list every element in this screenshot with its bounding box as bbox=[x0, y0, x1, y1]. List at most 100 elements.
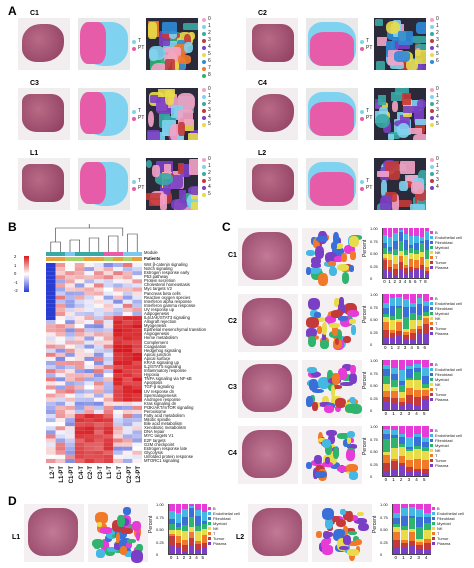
x-tick: 4 bbox=[410, 345, 413, 350]
heatmap-cell bbox=[84, 369, 94, 374]
cell-type-legend-item: Endothelial cell bbox=[430, 301, 462, 306]
heatmap-cell bbox=[113, 352, 123, 357]
heatmap-cell bbox=[74, 385, 85, 390]
cell-type-legend: B Endothelial cell Fibroblast Myeloid NK T Tum… bbox=[430, 362, 462, 402]
cell-type-label: B bbox=[213, 506, 216, 511]
tissue-shape bbox=[252, 164, 294, 202]
bar-segment bbox=[383, 336, 389, 344]
cluster-patch bbox=[147, 110, 154, 127]
heatmap-cell bbox=[65, 397, 75, 402]
heatmap-cell bbox=[84, 336, 94, 341]
cell-type-patch bbox=[306, 328, 318, 338]
heatmap-cell bbox=[46, 267, 56, 272]
bar-segment bbox=[393, 527, 400, 533]
bar-segment bbox=[414, 445, 422, 449]
cluster-map bbox=[374, 88, 426, 140]
heatmap-cell bbox=[46, 352, 56, 357]
heatmap-cell bbox=[122, 352, 133, 357]
bar-segment bbox=[393, 228, 398, 233]
cell-type-patch bbox=[325, 452, 338, 465]
cluster-patch bbox=[402, 93, 412, 106]
cell-type-patch bbox=[306, 396, 312, 408]
cell-type-patch bbox=[306, 317, 319, 329]
bar-segment bbox=[390, 447, 398, 459]
heatmap-row-label: Coagulation bbox=[144, 343, 167, 349]
cell-type-spatial-map bbox=[302, 426, 362, 484]
cell-type-legend-item: B bbox=[430, 296, 462, 301]
cluster-patch bbox=[177, 121, 186, 136]
cluster-patch bbox=[157, 89, 175, 97]
legend-swatch bbox=[430, 251, 433, 254]
heatmap-cell bbox=[132, 263, 142, 268]
heatmap-cell bbox=[84, 414, 94, 419]
heatmap-cell bbox=[84, 328, 94, 333]
cell-type-legend-item: B bbox=[430, 428, 462, 433]
bar-segment bbox=[188, 508, 194, 517]
heatmap-cell bbox=[113, 324, 123, 329]
heatmap-cell bbox=[132, 377, 142, 382]
heatmap-row-label: Androgen response bbox=[144, 396, 181, 402]
sample-label: L2 bbox=[258, 150, 267, 157]
bar-segment bbox=[390, 386, 398, 392]
cluster-patch bbox=[414, 43, 426, 53]
y-axis-title: Percent bbox=[148, 515, 154, 533]
cluster-legend-label: 3 bbox=[436, 177, 439, 183]
tissue-shape bbox=[242, 298, 292, 346]
heatmap-cell bbox=[113, 409, 123, 415]
heatmap-row-label: Glycolysis bbox=[144, 449, 163, 455]
bar-segment bbox=[201, 524, 207, 529]
heatmap-cell bbox=[84, 458, 94, 463]
cluster-legend-item: 3 bbox=[430, 177, 439, 184]
cluster-patch bbox=[387, 133, 394, 140]
bar-segment bbox=[201, 528, 207, 536]
bar-segment bbox=[424, 529, 431, 539]
heatmap-cell bbox=[55, 307, 66, 312]
heatmap-cell bbox=[65, 369, 75, 374]
heatmap-cell bbox=[46, 295, 56, 300]
heatmap-cell bbox=[74, 299, 85, 304]
bar-segment bbox=[423, 294, 430, 301]
legend-swatch bbox=[432, 512, 435, 515]
bar-segment bbox=[424, 273, 429, 278]
stacked-bar bbox=[422, 360, 429, 411]
cell-type-patch bbox=[97, 521, 103, 527]
heatmap-cell bbox=[84, 365, 94, 370]
heatmap-cell bbox=[84, 283, 94, 288]
cluster-patch bbox=[379, 195, 392, 210]
cluster-patch bbox=[397, 30, 413, 45]
heatmap-cell bbox=[55, 409, 66, 415]
cluster-legend-item: 1 bbox=[202, 93, 211, 100]
cell-type-label: Tumor bbox=[213, 536, 225, 541]
bar-segment bbox=[408, 504, 416, 507]
bar-segment bbox=[398, 426, 406, 434]
bar-segment bbox=[383, 302, 389, 309]
x-tick: 0 bbox=[384, 411, 388, 416]
bar-segment bbox=[400, 539, 408, 543]
cell-type-patch bbox=[318, 272, 329, 286]
cluster-patch bbox=[152, 164, 160, 178]
stacked-bar bbox=[398, 228, 403, 278]
bar-segment bbox=[383, 471, 390, 476]
bar-segment bbox=[409, 244, 414, 249]
heatmap-row-label: UV response up bbox=[144, 306, 175, 312]
bar-segment bbox=[408, 517, 416, 529]
tpt-legend-label: PT bbox=[366, 45, 373, 51]
cell-type-patch bbox=[346, 449, 356, 461]
cluster-patch bbox=[169, 31, 177, 40]
cell-type-patch bbox=[331, 384, 336, 398]
heatmap-cell bbox=[94, 271, 104, 276]
bar-segment bbox=[175, 547, 181, 554]
dendrogram-branch bbox=[50, 241, 61, 252]
heatmap-cell bbox=[132, 458, 142, 463]
legend-swatch bbox=[430, 439, 433, 442]
cluster-patch bbox=[390, 37, 400, 52]
cluster-patch bbox=[377, 36, 388, 46]
cell-type-label: Myeloid bbox=[435, 311, 449, 316]
heatmap-cell bbox=[103, 340, 114, 345]
column-dendrogram bbox=[50, 224, 138, 252]
heatmap-row-label: Heme metabolism bbox=[144, 335, 178, 341]
heatmap-cell bbox=[132, 418, 142, 423]
heatmap-cell bbox=[94, 344, 104, 349]
he-tissue-image bbox=[246, 88, 298, 140]
